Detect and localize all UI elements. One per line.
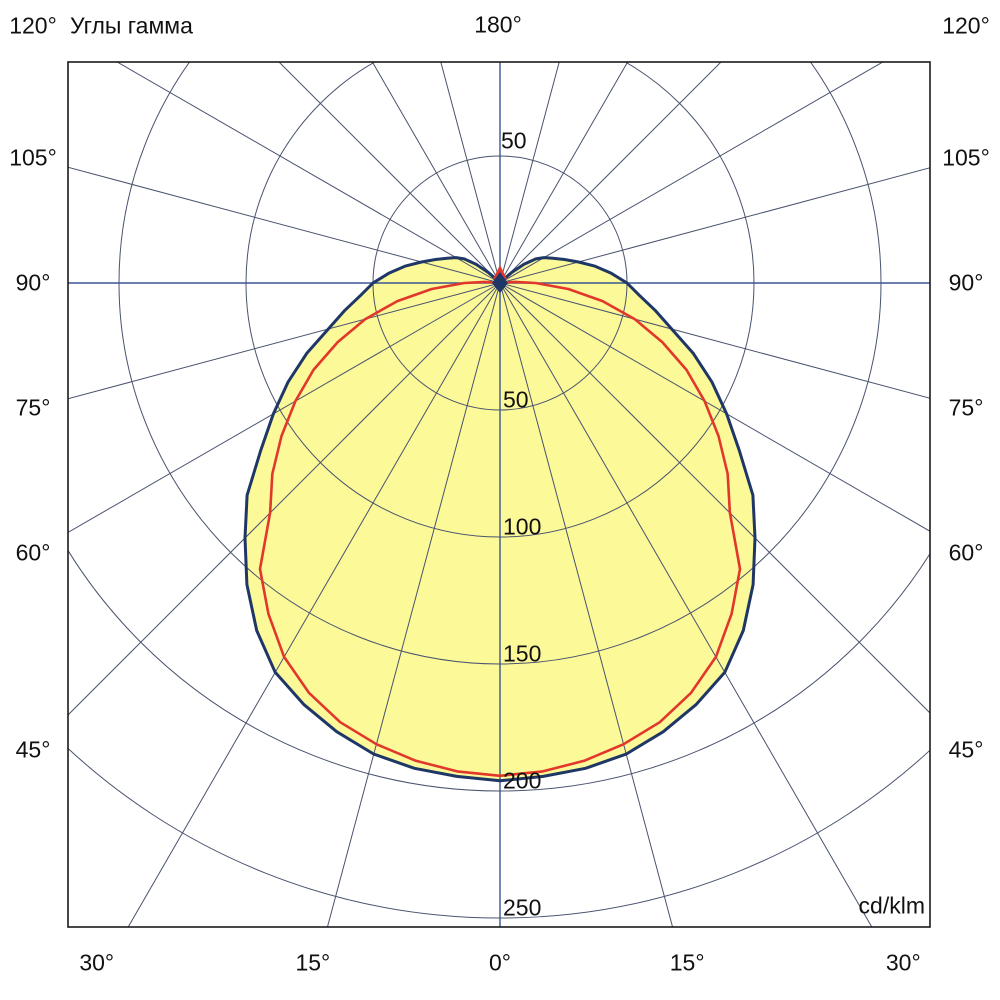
grid-radial-150 xyxy=(371,62,501,284)
grid-radial-255 xyxy=(499,167,930,284)
gamma-label-left-105: 105° xyxy=(9,144,57,171)
gamma-label-bottom-3: 15° xyxy=(669,949,705,976)
grid-radial-195 xyxy=(499,62,560,284)
chart-title: Углы гамма xyxy=(70,12,193,39)
grid-radial-105 xyxy=(68,166,501,284)
grid-radial-315 xyxy=(499,282,930,714)
gamma-label-left-75: 75° xyxy=(15,394,51,421)
origin-marker-navy xyxy=(492,272,508,293)
gamma-180-label: 180° xyxy=(474,11,522,38)
ring-label-150: 150 xyxy=(503,640,542,667)
grid-radial-120 xyxy=(116,62,501,284)
gamma-label-bottom-2: 0° xyxy=(489,949,511,976)
gamma-label-right-90: 90° xyxy=(948,269,984,296)
curve-c90-c270 xyxy=(258,280,742,778)
grid-radial-135 xyxy=(278,62,501,284)
ring-label-250: 250 xyxy=(503,894,542,921)
grid-radial-345 xyxy=(499,282,674,927)
gamma-label-bottom-0: 30° xyxy=(79,949,115,976)
ring-label-50: 50 xyxy=(503,386,529,413)
grid-radial-75 xyxy=(68,282,501,400)
grid-radial-60 xyxy=(68,282,501,533)
grid-radial-330 xyxy=(499,282,873,927)
gamma-label-right-45: 45° xyxy=(948,736,984,763)
gamma-label-left-90: 90° xyxy=(15,269,51,296)
grid-radial-285 xyxy=(499,282,930,399)
grid-radial-15 xyxy=(326,282,501,927)
plot-border xyxy=(67,61,931,928)
grid-radial-210 xyxy=(499,62,629,284)
grid-radial-30 xyxy=(127,282,501,927)
grid-radial-300 xyxy=(499,282,930,532)
gamma-label-right-105: 105° xyxy=(942,144,990,171)
gamma-label-left-60: 60° xyxy=(15,539,51,566)
ring-label-200: 200 xyxy=(503,767,542,794)
grid-radial-45 xyxy=(68,282,501,716)
gamma-label-right-75: 75° xyxy=(948,394,984,421)
unit-label: cd/klm xyxy=(858,892,925,919)
gamma-label-right-60: 60° xyxy=(948,539,984,566)
gamma-label-bottom-4: 30° xyxy=(885,949,921,976)
ring-label-50-top: 50 xyxy=(501,127,527,154)
grid-radial-225 xyxy=(499,62,722,284)
curve-c0-c180 xyxy=(243,256,757,783)
gamma-label-bottom-1: 15° xyxy=(295,949,331,976)
gamma-label-right-120: 120° xyxy=(942,12,990,39)
gamma-label-left-120: 120° xyxy=(9,12,57,39)
grid-radial-240 xyxy=(499,62,884,284)
gamma-label-left-45: 45° xyxy=(15,736,51,763)
ring-label-100: 100 xyxy=(503,513,542,540)
grid-radial-165 xyxy=(440,62,501,284)
